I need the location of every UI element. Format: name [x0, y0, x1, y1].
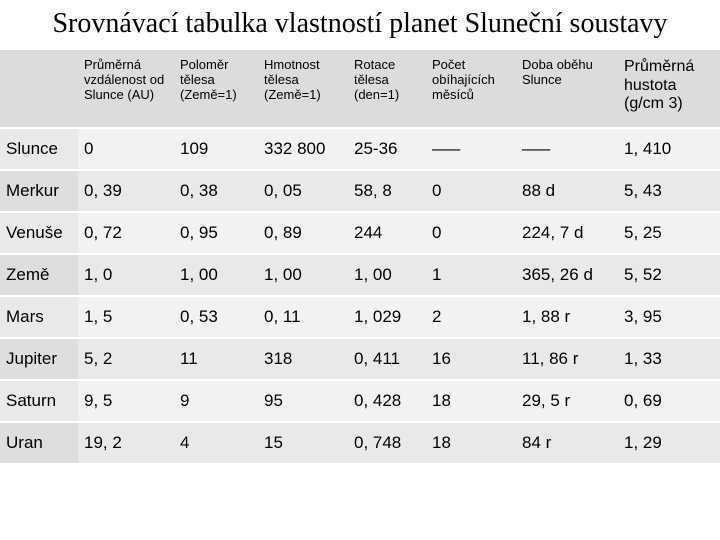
cell: –––	[516, 128, 618, 170]
cell: 0, 95	[174, 212, 258, 254]
cell: 1, 88 r	[516, 296, 618, 338]
cell: 0	[78, 128, 174, 170]
col-header-name	[0, 50, 78, 128]
cell: 18	[426, 422, 516, 464]
cell: 11	[174, 338, 258, 380]
table-row: Mars1, 50, 530, 111, 02921, 88 r3, 95	[0, 296, 720, 338]
col-header-moons: Počet obíhajících měsíců	[426, 50, 516, 128]
cell: 5, 52	[618, 254, 720, 296]
cell: 5, 25	[618, 212, 720, 254]
cell: 0	[426, 170, 516, 212]
cell: 1, 410	[618, 128, 720, 170]
cell: 332 800	[258, 128, 348, 170]
cell: 5, 2	[78, 338, 174, 380]
row-name: Uran	[0, 422, 78, 464]
cell: 0, 39	[78, 170, 174, 212]
table-body: Slunce0109332 80025-36––––––1, 410Merkur…	[0, 128, 720, 464]
cell: 3, 95	[618, 296, 720, 338]
planet-comparison-table: Průměrná vzdálenost od Slunce (AU) Polom…	[0, 50, 720, 465]
cell: 0	[426, 212, 516, 254]
table-row: Uran19, 24150, 7481884 r1, 29	[0, 422, 720, 464]
cell: 0, 38	[174, 170, 258, 212]
col-header-distance: Průměrná vzdálenost od Slunce (AU)	[78, 50, 174, 128]
cell: 0, 72	[78, 212, 174, 254]
cell: 224, 7 d	[516, 212, 618, 254]
cell: 88 d	[516, 170, 618, 212]
cell: 58, 8	[348, 170, 426, 212]
cell: 0, 11	[258, 296, 348, 338]
cell: 0, 53	[174, 296, 258, 338]
cell: 0, 89	[258, 212, 348, 254]
cell: 318	[258, 338, 348, 380]
table-header: Průměrná vzdálenost od Slunce (AU) Polom…	[0, 50, 720, 128]
row-name: Slunce	[0, 128, 78, 170]
col-header-mass: Hmotnost tělesa (Země=1)	[258, 50, 348, 128]
cell: 1	[426, 254, 516, 296]
table-row: Venuše0, 720, 950, 892440224, 7 d5, 25	[0, 212, 720, 254]
cell: 109	[174, 128, 258, 170]
cell: 15	[258, 422, 348, 464]
cell: 365, 26 d	[516, 254, 618, 296]
cell: 95	[258, 380, 348, 422]
cell: 0, 69	[618, 380, 720, 422]
cell: 1, 33	[618, 338, 720, 380]
col-header-orbit: Doba oběhu Slunce	[516, 50, 618, 128]
cell: 0, 05	[258, 170, 348, 212]
cell: 9	[174, 380, 258, 422]
cell: 5, 43	[618, 170, 720, 212]
row-name: Venuše	[0, 212, 78, 254]
col-header-density: Průměrná hustota (g/cm 3)	[618, 50, 720, 128]
cell: 244	[348, 212, 426, 254]
row-name: Saturn	[0, 380, 78, 422]
col-header-rotation: Rotace tělesa (den=1)	[348, 50, 426, 128]
cell: 1, 00	[258, 254, 348, 296]
row-name: Země	[0, 254, 78, 296]
cell: 1, 0	[78, 254, 174, 296]
cell: 19, 2	[78, 422, 174, 464]
table-row: Země1, 01, 001, 001, 001365, 26 d5, 52	[0, 254, 720, 296]
cell: 25-36	[348, 128, 426, 170]
cell: 29, 5 r	[516, 380, 618, 422]
table-row: Slunce0109332 80025-36––––––1, 410	[0, 128, 720, 170]
cell: 2	[426, 296, 516, 338]
cell: 1, 29	[618, 422, 720, 464]
cell: 18	[426, 380, 516, 422]
page-title: Srovnávací tabulka vlastností planet Slu…	[0, 0, 720, 50]
cell: 16	[426, 338, 516, 380]
cell: 1, 029	[348, 296, 426, 338]
cell: 0, 411	[348, 338, 426, 380]
cell: 11, 86 r	[516, 338, 618, 380]
cell: 4	[174, 422, 258, 464]
table-row: Jupiter5, 2113180, 4111611, 86 r1, 33	[0, 338, 720, 380]
cell: 1, 5	[78, 296, 174, 338]
table-row: Merkur0, 390, 380, 0558, 8088 d5, 43	[0, 170, 720, 212]
row-name: Mars	[0, 296, 78, 338]
cell: 0, 428	[348, 380, 426, 422]
cell: 84 r	[516, 422, 618, 464]
row-name: Merkur	[0, 170, 78, 212]
cell: 1, 00	[348, 254, 426, 296]
col-header-radius: Poloměr tělesa (Země=1)	[174, 50, 258, 128]
table-row: Saturn9, 59950, 4281829, 5 r0, 69	[0, 380, 720, 422]
cell: 9, 5	[78, 380, 174, 422]
cell: –––	[426, 128, 516, 170]
cell: 1, 00	[174, 254, 258, 296]
row-name: Jupiter	[0, 338, 78, 380]
cell: 0, 748	[348, 422, 426, 464]
